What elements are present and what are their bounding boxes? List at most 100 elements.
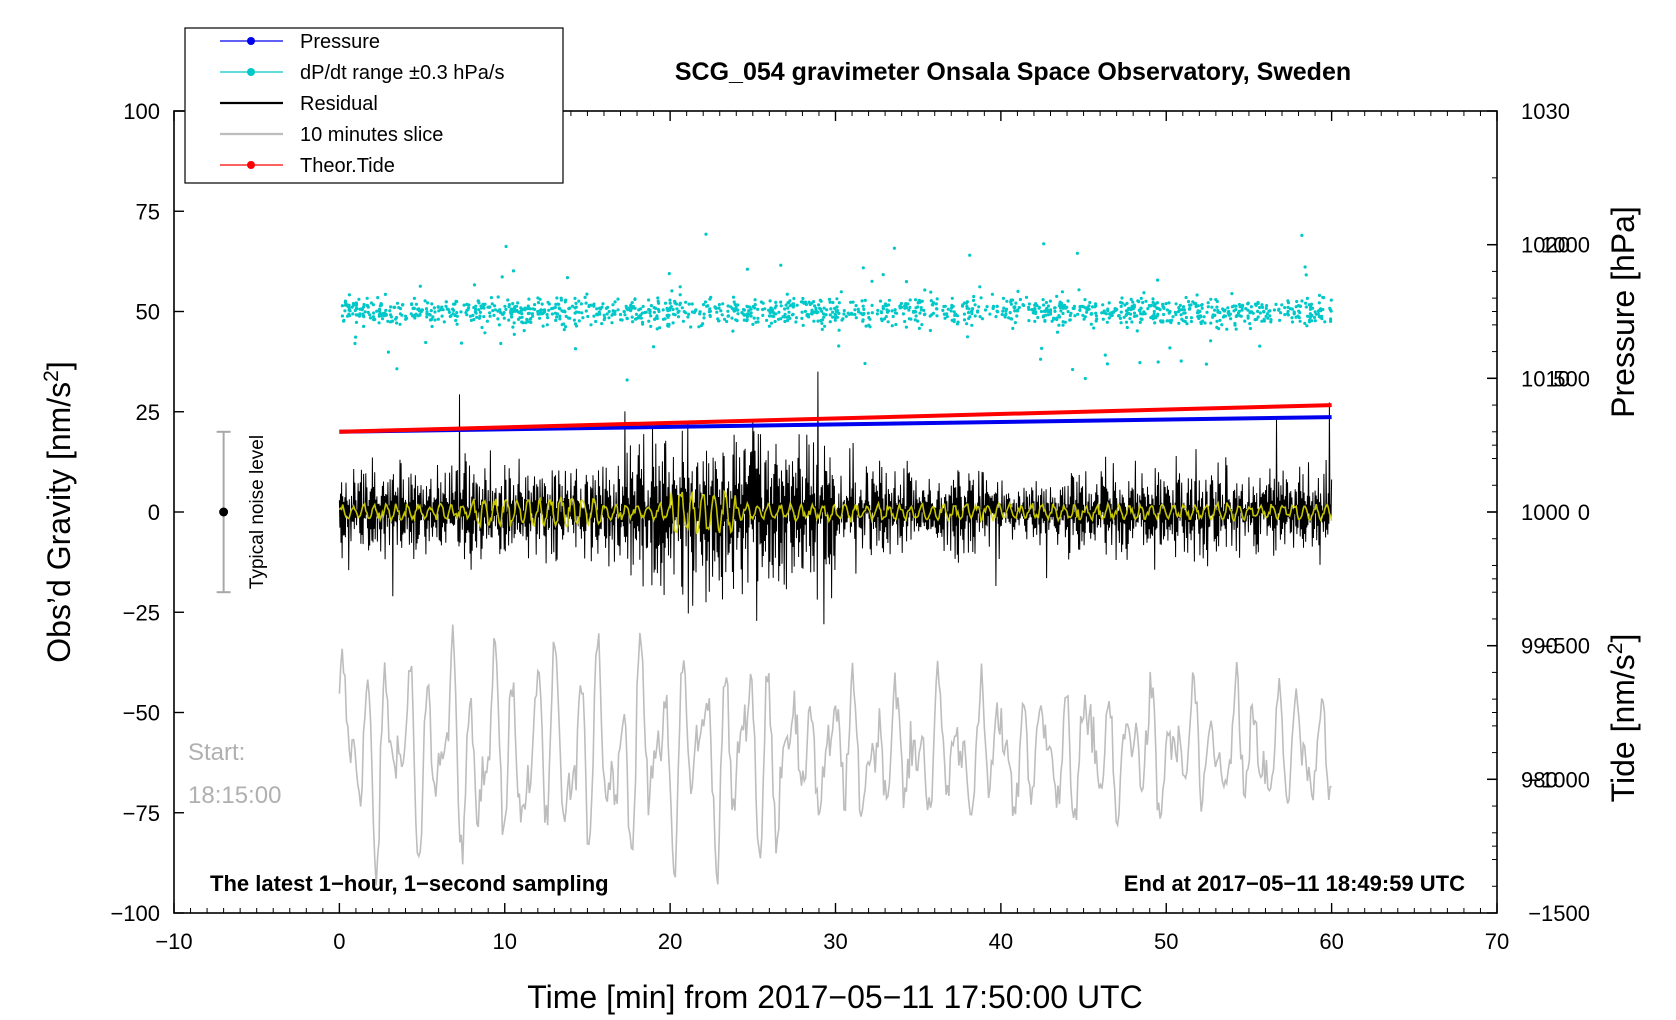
dpdt-point — [935, 314, 939, 318]
dpdt-point — [525, 317, 529, 321]
dpdt-point — [914, 298, 918, 302]
dpdt-point — [1283, 306, 1287, 310]
dpdt-point — [837, 344, 841, 348]
dpdt-point — [1237, 302, 1241, 307]
dpdt-point — [1286, 309, 1290, 313]
dpdt-point — [1256, 300, 1260, 305]
dpdt-point — [1138, 309, 1142, 313]
dpdt-point — [795, 303, 799, 307]
dpdt-point — [1002, 306, 1006, 310]
dpdt-point — [1063, 303, 1067, 307]
dpdt-point — [831, 300, 835, 305]
dpdt-point — [1076, 312, 1080, 316]
dpdt-point — [675, 307, 679, 311]
dpdt-point — [978, 285, 982, 289]
dpdt-point — [736, 312, 740, 316]
dpdt-point — [1272, 308, 1276, 312]
dpdt-point — [353, 308, 357, 313]
dpdt-point — [708, 309, 713, 313]
dpdt-point — [1000, 312, 1004, 317]
dpdt-point — [1189, 316, 1193, 320]
dpdt-point — [1027, 307, 1031, 311]
dpdt-point — [763, 307, 767, 311]
dpdt-point — [835, 309, 840, 313]
dpdt-point — [647, 319, 651, 323]
dpdt-point — [451, 307, 455, 311]
dpdt-point — [860, 299, 864, 303]
dpdt-point — [1329, 317, 1333, 321]
dpdt-point — [687, 302, 691, 306]
dpdt-point — [1055, 330, 1060, 334]
dpdt-point — [1132, 311, 1137, 315]
dpdt-point — [376, 296, 380, 300]
dpdt-point — [1165, 308, 1169, 312]
dpdt-point — [574, 310, 579, 314]
dpdt-point — [497, 323, 501, 327]
dpdt-point — [540, 302, 544, 306]
dpdt-point — [745, 267, 750, 271]
dpdt-point — [412, 306, 416, 310]
dpdt-point — [1305, 324, 1309, 328]
dpdt-point — [383, 292, 387, 296]
dpdt-point — [777, 310, 781, 314]
dpdt-point — [891, 314, 895, 319]
dpdt-point — [849, 300, 853, 304]
dpdt-point — [1048, 310, 1053, 314]
dpdt-point — [496, 295, 500, 299]
dpdt-point — [1248, 326, 1252, 331]
dpdt-point — [1234, 327, 1238, 331]
dpdt-point — [1073, 314, 1077, 318]
dpdt-point — [792, 304, 796, 308]
dpdt-point — [851, 300, 855, 304]
dpdt-point — [504, 307, 508, 311]
dpdt-point — [935, 307, 939, 311]
dpdt-point — [768, 314, 772, 318]
dpdt-point — [863, 298, 867, 302]
dpdt-point — [1106, 309, 1110, 313]
dpdt-point — [949, 309, 953, 313]
dpdt-point — [753, 298, 757, 302]
dpdt-point — [657, 301, 661, 305]
dpdt-point — [749, 307, 753, 311]
dpdt-point — [647, 298, 651, 302]
dpdt-point — [1156, 278, 1160, 282]
dpdt-point — [619, 318, 623, 322]
dpdt-point — [1007, 316, 1011, 320]
dpdt-point — [595, 307, 599, 311]
dpdt-point — [686, 315, 690, 319]
dpdt-point — [1251, 311, 1255, 315]
dpdt-point — [682, 310, 686, 314]
dpdt-point — [1004, 309, 1008, 313]
dpdt-point — [516, 310, 521, 314]
dpdt-point — [1034, 302, 1038, 306]
dpdt-point — [1260, 303, 1264, 307]
dpdt-point — [471, 313, 475, 317]
dpdt-point — [829, 307, 833, 311]
dpdt-point — [533, 307, 537, 311]
y-left-label-sup: 2 — [40, 370, 63, 382]
dpdt-point — [996, 310, 1000, 314]
dpdt-point — [555, 315, 559, 319]
legend-label: Residual — [300, 93, 378, 115]
dpdt-point — [351, 312, 355, 316]
dpdt-point — [1184, 295, 1188, 300]
dpdt-point — [741, 307, 746, 312]
dpdt-point — [1209, 297, 1213, 301]
dpdt-point — [468, 314, 472, 318]
dpdt-point — [616, 308, 620, 312]
dpdt-point — [890, 324, 894, 328]
dpdt-point — [1181, 305, 1186, 309]
dpdt-point — [1308, 315, 1312, 319]
dpdt-point — [581, 316, 585, 320]
dpdt-point — [1046, 313, 1050, 317]
dpdt-point — [1044, 300, 1048, 305]
dpdt-point — [1204, 362, 1208, 366]
dpdt-point — [592, 314, 596, 318]
dpdt-point — [870, 303, 874, 307]
dpdt-point — [788, 304, 792, 308]
dpdt-point — [526, 306, 530, 311]
dpdt-point — [1185, 322, 1189, 326]
dpdt-point — [573, 322, 578, 326]
dpdt-point — [1218, 311, 1222, 315]
x-tick-label: 40 — [989, 929, 1013, 954]
